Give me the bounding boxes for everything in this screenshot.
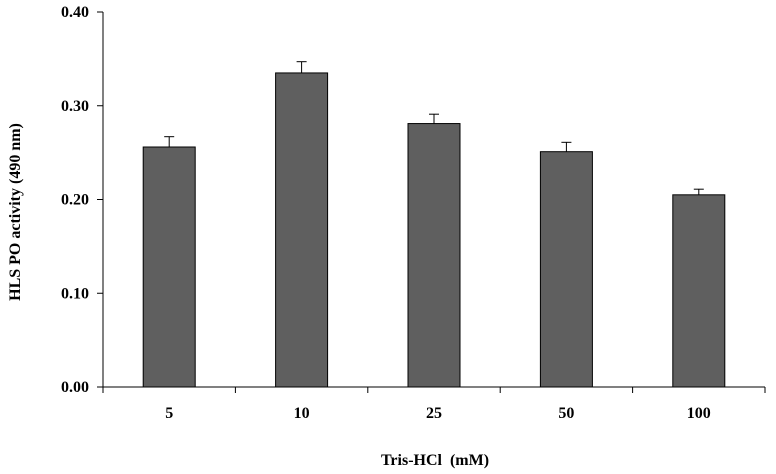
bar-10	[275, 72, 329, 388]
error-bars	[164, 61, 704, 195]
x-tick-label: 25	[426, 405, 442, 422]
bar-50	[539, 151, 593, 388]
bar-100	[672, 194, 726, 388]
bars	[142, 72, 726, 388]
y-tick-label: 0.20	[61, 192, 89, 209]
y-tick-label: 0.00	[61, 379, 89, 396]
bar-25	[407, 123, 461, 388]
x-tick-label: 50	[558, 405, 574, 422]
x-tick-label: 100	[687, 405, 711, 422]
y-tick-label: 0.30	[61, 98, 89, 115]
x-axis: 5 10 25 50 100	[102, 386, 766, 422]
x-tick-label: 10	[294, 405, 310, 422]
y-tick-label: 0.40	[61, 4, 89, 21]
x-axis-label: Tris-HCl (mM)	[381, 452, 489, 469]
y-tick-label: 0.10	[61, 285, 89, 302]
bar-5	[142, 146, 196, 388]
y-axis: 0.00 0.10 0.20 0.30 0.40	[61, 4, 104, 396]
x-tick-label: 5	[165, 405, 173, 422]
y-axis-label: HLS PO activity (490 nm)	[7, 123, 24, 301]
